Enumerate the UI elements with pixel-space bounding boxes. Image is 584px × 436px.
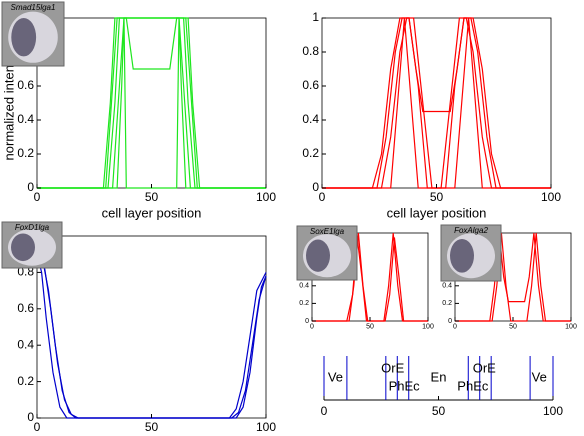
axes-box: [321, 17, 552, 189]
y-tick-label: 0.6: [302, 78, 319, 92]
y-tick-label: 0: [312, 180, 319, 194]
stain: [306, 239, 330, 272]
curve: [37, 17, 266, 189]
y-tick-label: 0.6: [17, 78, 34, 92]
y-tick-label: 0.2: [17, 146, 34, 160]
curve: [322, 17, 551, 189]
x-tick-label: 100: [565, 323, 577, 330]
region-label: OrE: [381, 360, 404, 375]
x-tick-label: 50: [366, 323, 374, 330]
curve: [37, 17, 266, 189]
stain: [450, 239, 474, 273]
image-label: SoxE1lga: [310, 227, 345, 236]
curve: [322, 17, 551, 189]
y-tick-label: 0: [305, 318, 309, 325]
x-tick-label: 100: [422, 323, 434, 330]
region-label: En: [431, 369, 447, 384]
image-label: Smad15lga1: [11, 3, 56, 12]
curve: [36, 244, 267, 419]
y-tick-label: 0.2: [442, 300, 452, 307]
y-tick-label: 0.8: [302, 44, 319, 58]
y-tick-label: 0.4: [302, 112, 319, 126]
region-label: OrE: [473, 360, 496, 375]
x-tick-label: 0: [34, 190, 41, 204]
x-tick-label: 0: [321, 404, 328, 418]
x-axis-label: cell layer position: [102, 205, 202, 220]
x-tick-label: 100: [543, 404, 563, 418]
image-label: FoxAlga2: [454, 226, 488, 235]
curve: [36, 254, 267, 419]
x-tick-label: 50: [430, 190, 444, 204]
y-tick-label: 0.2: [17, 374, 34, 388]
y-tick-label: 0.2: [299, 300, 309, 307]
x-tick-label: 100: [541, 190, 561, 204]
y-tick-label: 0.2: [302, 146, 319, 160]
x-tick-label: 0: [34, 420, 41, 434]
curve: [322, 17, 551, 189]
curve: [37, 17, 266, 189]
axes-box: [36, 235, 267, 419]
x-tick-label: 50: [145, 420, 159, 434]
stain: [11, 18, 37, 57]
x-tick-label: 50: [432, 404, 446, 418]
y-tick-label: 0.4: [299, 283, 309, 290]
image-label: FoxD1lga: [15, 223, 50, 232]
x-tick-label: 0: [453, 323, 457, 330]
y-tick-label: 0.4: [17, 337, 34, 351]
y-tick-label: 0: [448, 318, 452, 325]
y-axis-label: normalized intensity: [1, 45, 16, 160]
x-tick-label: 100: [256, 190, 276, 204]
curve: [312, 237, 428, 322]
y-tick-label: 0.4: [442, 283, 452, 290]
y-tick-label: 1: [312, 10, 319, 24]
curve: [455, 232, 571, 322]
y-tick-label: 0.4: [17, 112, 34, 126]
y-tick-label: 0: [27, 180, 34, 194]
x-tick-label: 50: [509, 323, 517, 330]
curve: [37, 17, 266, 189]
x-tick-label: 0: [319, 190, 326, 204]
y-tick-label: 0.6: [17, 301, 34, 315]
region-label: PhEc: [389, 378, 421, 393]
stain: [11, 233, 35, 262]
curve: [36, 244, 267, 419]
region-label: Ve: [532, 369, 547, 384]
curve: [322, 17, 551, 189]
region-label: PhEc: [457, 378, 489, 393]
x-tick-label: 50: [145, 190, 159, 204]
y-tick-label: 0: [27, 410, 34, 424]
x-axis-label: cell layer position: [387, 205, 487, 220]
x-tick-label: 0: [310, 323, 314, 330]
curve: [455, 232, 571, 322]
x-tick-label: 100: [256, 420, 276, 434]
region-label: Ve: [328, 369, 343, 384]
axes-box: [36, 17, 267, 189]
curve: [37, 17, 266, 189]
